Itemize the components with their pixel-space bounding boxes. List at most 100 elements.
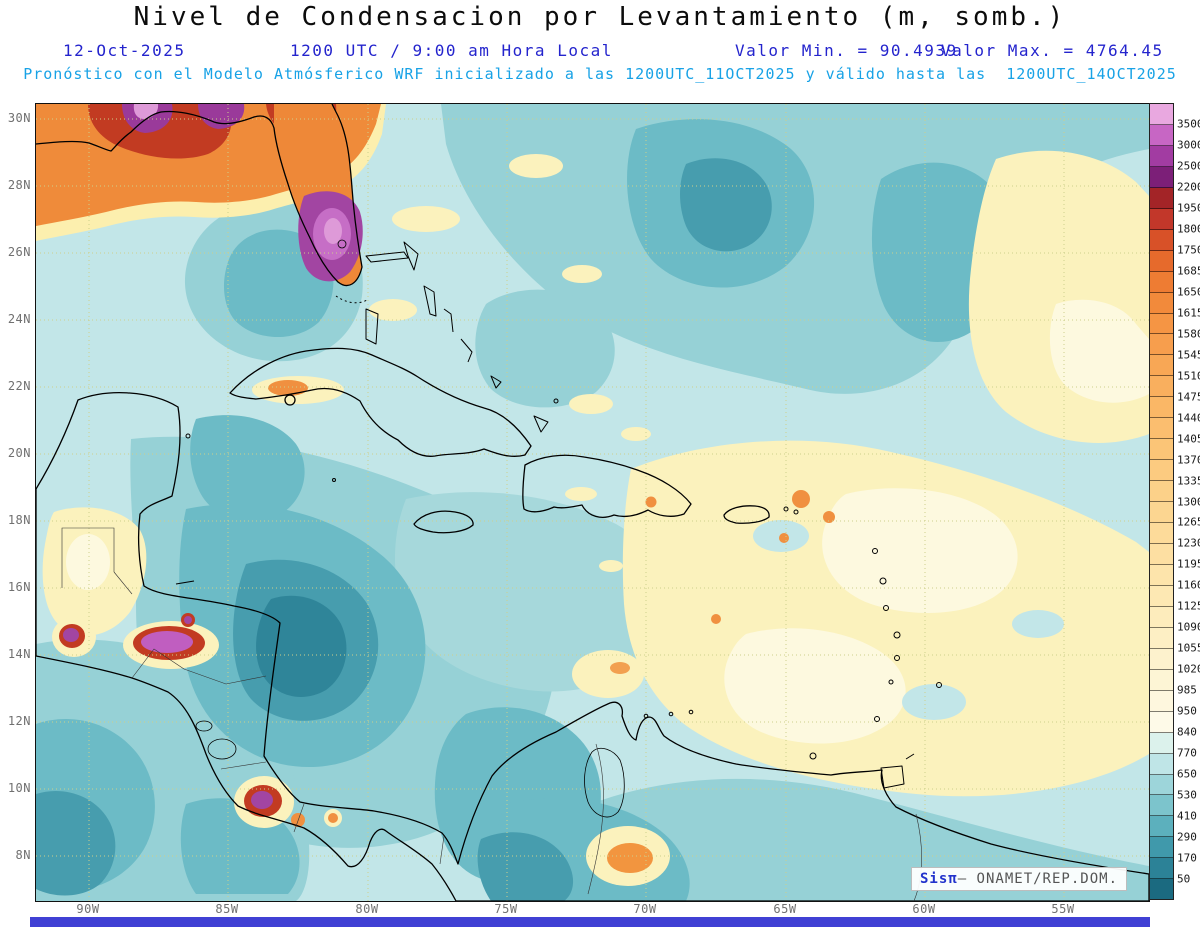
- colorbar-cell: [1150, 355, 1173, 377]
- lat-tick-label: 8N: [15, 848, 31, 862]
- colorbar-label: 1160: [1177, 578, 1200, 592]
- colorbar-cell: [1150, 816, 1173, 838]
- colorbar-cell: [1150, 397, 1173, 419]
- colorbar-cell: [1150, 376, 1173, 398]
- colorbar-cell: [1150, 690, 1173, 712]
- colorbar-label: 950: [1177, 704, 1197, 718]
- colorbar-label: 770: [1177, 746, 1197, 760]
- colorbar-cell: [1150, 313, 1173, 335]
- colorbar-label: 1685: [1177, 264, 1200, 278]
- colorbar-label: 290: [1177, 830, 1197, 844]
- colorbar-label: 1650: [1177, 285, 1200, 299]
- run-date: 12-Oct-2025: [63, 41, 186, 60]
- colorbar-label: 1055: [1177, 641, 1200, 655]
- lon-tick-label: 55W: [1051, 902, 1075, 916]
- colorbar: [1149, 103, 1174, 900]
- colorbar-cell: [1150, 585, 1173, 607]
- attribution-box: Sisπ– ONAMET/REP.DOM.: [910, 867, 1127, 891]
- lon-tick-label: 75W: [494, 902, 518, 916]
- colorbar-label: 1440: [1177, 411, 1200, 425]
- colorbar-cell: [1150, 795, 1173, 817]
- colorbar-cell: [1150, 271, 1173, 293]
- colorbar-label: 1020: [1177, 662, 1200, 676]
- colorbar-cell: [1150, 753, 1173, 775]
- colorbar-cell: [1150, 732, 1173, 754]
- forecast-init-line: Pronóstico con el Modelo Atmósferico WRF…: [23, 65, 1177, 83]
- colorbar-label: 1265: [1177, 515, 1200, 529]
- colorbar-cell: [1150, 837, 1173, 859]
- max-value-label: Valor Max. = 4764.45: [941, 41, 1164, 60]
- colorbar-cell: [1150, 669, 1173, 691]
- lat-tick-label: 22N: [7, 379, 31, 393]
- colorbar-cell: [1150, 460, 1173, 482]
- colorbar-cell: [1150, 774, 1173, 796]
- colorbar-label: 3500: [1177, 117, 1200, 131]
- lat-tick-label: 12N: [7, 714, 31, 728]
- colorbar-cell: [1150, 523, 1173, 545]
- colorbar-label: 985: [1177, 683, 1197, 697]
- lon-tick-label: 90W: [76, 902, 100, 916]
- colorbar-label: 1615: [1177, 306, 1200, 320]
- country-borders: [61, 527, 922, 901]
- lat-tick-label: 10N: [7, 781, 31, 795]
- colorbar-cell: [1150, 879, 1173, 900]
- lat-tick-label: 18N: [7, 513, 31, 527]
- colorbar-label: 1195: [1177, 557, 1200, 571]
- colorbar-cell: [1150, 627, 1173, 649]
- colorbar-cell: [1150, 229, 1173, 251]
- valid-time: 1200 UTC / 9:00 am Hora Local: [290, 41, 613, 60]
- colorbar-cell: [1150, 187, 1173, 209]
- colorbar-label: 2500: [1177, 159, 1200, 173]
- colorbar-label: 530: [1177, 788, 1197, 802]
- lat-tick-label: 26N: [7, 245, 31, 259]
- lat-tick-label: 28N: [7, 178, 31, 192]
- colorbar-label: 1580: [1177, 327, 1200, 341]
- colorbar-cell: [1150, 418, 1173, 440]
- colorbar-label: 1510: [1177, 369, 1200, 383]
- colorbar-cell: [1150, 439, 1173, 461]
- colorbar-labels: 3500 3000 2500 2200 1950 1800 1750 1685 1650 1615…: [1177, 103, 1200, 900]
- map-canvas: [36, 104, 1149, 901]
- colorbar-label: 1405: [1177, 432, 1200, 446]
- lon-tick-label: 60W: [912, 902, 936, 916]
- colorbar-label: 1800: [1177, 222, 1200, 236]
- lon-tick-label: 65W: [773, 902, 797, 916]
- colorbar-label: 1335: [1177, 474, 1200, 488]
- colorbar-label: 1950: [1177, 201, 1200, 215]
- colorbar-label: 1750: [1177, 243, 1200, 257]
- lon-tick-label: 85W: [215, 902, 239, 916]
- colorbar-label: 50: [1177, 872, 1191, 886]
- colorbar-label: 840: [1177, 725, 1197, 739]
- min-value-label: Valor Min. = 90.4939: [735, 41, 958, 60]
- colorbar-label: 3000: [1177, 138, 1200, 152]
- lat-tick-label: 16N: [7, 580, 31, 594]
- colorbar-cell: [1150, 208, 1173, 230]
- colorbar-label: 1230: [1177, 536, 1200, 550]
- colorbar-label: 1545: [1177, 348, 1200, 362]
- colorbar-cell: [1150, 145, 1173, 167]
- attribution-org: – ONAMET/REP.DOM.: [957, 871, 1118, 887]
- colorbar-label: 1125: [1177, 599, 1200, 613]
- colorbar-cell: [1150, 104, 1173, 125]
- colorbar-cell: [1150, 711, 1173, 733]
- colorbar-cell: [1150, 166, 1173, 188]
- coastlines: [36, 104, 1149, 901]
- colorbar-label: 170: [1177, 851, 1197, 865]
- page-title: Nivel de Condensacion por Levantamiento …: [133, 2, 1067, 32]
- attribution-brand: Sisπ: [919, 871, 958, 887]
- lon-tick-label: 70W: [633, 902, 657, 916]
- colorbar-label: 410: [1177, 809, 1197, 823]
- colorbar-cell: [1150, 481, 1173, 503]
- colorbar-cell: [1150, 858, 1173, 880]
- colorbar-cell: [1150, 502, 1173, 524]
- lon-axis: 90W 85W 80W 75W 70W 65W 60W 55W: [35, 902, 1148, 918]
- lon-tick-label: 80W: [355, 902, 379, 916]
- lat-tick-label: 24N: [7, 312, 31, 326]
- colorbar-label: 1370: [1177, 453, 1200, 467]
- lat-tick-label: 20N: [7, 446, 31, 460]
- lat-tick-label: 14N: [7, 647, 31, 661]
- colorbar-label: 1300: [1177, 495, 1200, 508]
- colorbar-cell: [1150, 544, 1173, 565]
- colorbar-cell: [1150, 564, 1173, 586]
- colorbar-label: 1475: [1177, 390, 1200, 404]
